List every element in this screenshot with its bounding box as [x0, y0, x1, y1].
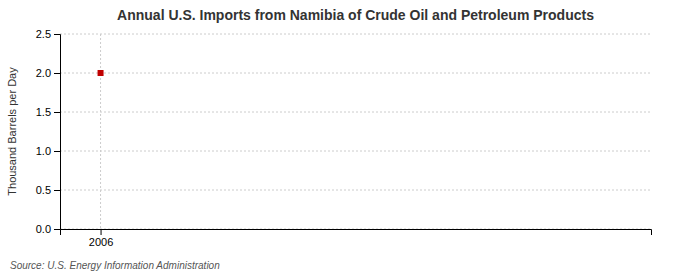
title: Annual U.S. Imports from Namibia of Crud… — [117, 7, 594, 23]
tick-mark — [101, 229, 102, 235]
tick: 1.0 — [36, 145, 60, 157]
y-axis-title: Thousand Barrels per Day — [6, 67, 18, 196]
grid-line — [60, 112, 651, 113]
grid — [60, 34, 651, 229]
tick: 1.5 — [36, 106, 60, 118]
grid-line — [100, 34, 101, 229]
grid-line — [60, 73, 651, 74]
chart: 2006 0.0 0.5 1.0 1.5 2.0 2.5 Annual U.S. Import… — [0, 0, 675, 275]
tick-mark — [54, 151, 60, 152]
grid-line — [60, 34, 651, 35]
tick-label: 1.0 — [36, 145, 51, 157]
tick-mark — [54, 229, 60, 230]
x-axis: 2006 — [61, 229, 652, 248]
tick-mark — [54, 34, 60, 35]
tick: 2.0 — [36, 67, 60, 79]
y-axis: 0.0 0.5 1.0 1.5 2.0 2.5 — [36, 28, 61, 235]
tick-mark — [54, 190, 60, 191]
grid-line — [60, 151, 651, 152]
tick-label: 0.5 — [36, 184, 51, 196]
axis-line — [61, 230, 652, 236]
tick-mark — [54, 73, 60, 74]
tick-label: 1.5 — [36, 106, 51, 118]
plot: 2006 0.0 0.5 1.0 1.5 2.0 2.5 — [36, 28, 652, 248]
tick: 2.5 — [36, 28, 60, 40]
tick-label: 2.5 — [36, 28, 51, 40]
tick-label: 0.0 — [36, 223, 51, 235]
tick-mark — [54, 112, 60, 113]
tick: 0.0 — [36, 223, 60, 235]
annotation: Source: U.S. Energy Information Administ… — [10, 260, 220, 271]
marks — [98, 70, 104, 76]
tick-label: 2006 — [89, 236, 113, 248]
tick-label: 2.0 — [36, 67, 51, 79]
tick: 0.5 — [36, 184, 60, 196]
axis-line — [54, 35, 61, 230]
point — [98, 70, 104, 76]
tick: 2006 — [89, 229, 113, 248]
grid-line — [60, 190, 651, 191]
